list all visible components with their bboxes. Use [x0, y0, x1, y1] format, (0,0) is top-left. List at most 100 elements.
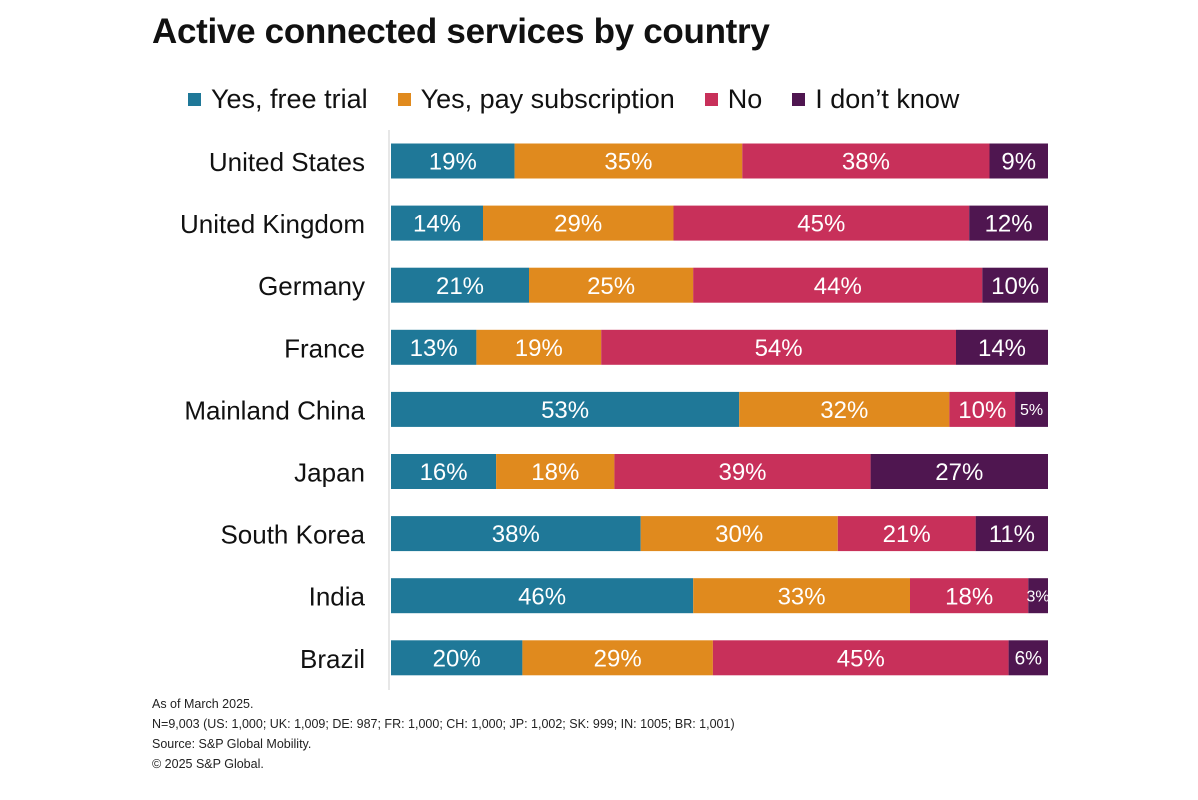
data-label-brazil-yes-pay-subscription: 29%: [594, 645, 642, 672]
bar-segment-japan-i-don-t-know: [870, 454, 1048, 489]
bar-segment-mainland-china-i-don-t-know: [1015, 391, 1048, 427]
category-label-united-states: United States: [209, 147, 365, 177]
data-label-france-yes-free-trial: 13%: [410, 335, 458, 362]
data-label-south-korea-i-don-t-know: 11%: [989, 521, 1035, 548]
bar-segment-france-yes-free-trial: [391, 329, 477, 365]
footnote-copyright: © 2025 S&P Global.: [152, 757, 264, 771]
data-label-united-kingdom-yes-free-trial: 14%: [413, 211, 461, 238]
legend-item-pay-subscription: Yes, pay subscription: [397, 83, 675, 115]
legend-swatch-free-trial: [188, 92, 201, 106]
bar-segment-mainland-china-yes-pay-subscription: [739, 391, 950, 427]
bar-segment-brazil-i-don-t-know: [1008, 640, 1048, 676]
data-label-france-yes-pay-subscription: 19%: [515, 335, 563, 362]
legend-item-no: No: [704, 83, 763, 115]
data-label-france-i-don-t-know: 14%: [978, 335, 1026, 362]
data-label-united-states-yes-free-trial: 19%: [429, 149, 477, 176]
bar-segment-south-korea-yes-free-trial: [391, 516, 641, 552]
data-label-mainland-china-yes-pay-subscription: 32%: [820, 397, 868, 424]
bar-segment-germany-yes-pay-subscription: [529, 267, 694, 303]
data-label-united-kingdom-yes-pay-subscription: 29%: [554, 211, 602, 238]
category-label-france: France: [284, 333, 365, 363]
data-label-united-kingdom-i-don-t-know: 12%: [985, 211, 1033, 238]
chart-title: Active connected services by country: [152, 12, 770, 51]
bar-segment-germany-yes-free-trial: [391, 267, 529, 303]
bar-segment-france-i-don-t-know: [956, 329, 1048, 365]
data-label-france-no: 54%: [755, 335, 803, 362]
bar-segment-united-states-i-don-t-know: [989, 143, 1048, 179]
bar-segment-germany-no: [693, 267, 983, 303]
data-label-united-states-yes-pay-subscription: 35%: [604, 149, 652, 176]
data-label-south-korea-no: 21%: [883, 521, 931, 548]
data-label-germany-i-don-t-know: 10%: [991, 273, 1039, 300]
data-label-japan-yes-free-trial: 16%: [420, 459, 468, 486]
bar-segment-japan-yes-free-trial: [391, 454, 497, 489]
footnote-date: As of March 2025.: [152, 697, 254, 711]
footnotes: As of March 2025. N=9,003 (US: 1,000; UK…: [152, 694, 735, 774]
bar-segment-united-states-yes-free-trial: [391, 143, 515, 179]
legend-label-no: No: [727, 83, 763, 114]
bar-segment-germany-i-don-t-know: [982, 267, 1048, 303]
bar-segment-india-i-don-t-know: [1028, 578, 1048, 614]
data-label-india-yes-pay-subscription: 33%: [778, 583, 826, 610]
data-label-south-korea-yes-free-trial: 38%: [492, 521, 540, 548]
legend-swatch-dont-know: [792, 92, 806, 106]
data-label-brazil-yes-free-trial: 20%: [433, 645, 481, 672]
bar-segment-brazil-yes-free-trial: [391, 640, 523, 676]
category-label-brazil: Brazil: [300, 644, 365, 674]
legend-label-dont-know: I don’t know: [815, 83, 960, 114]
bar-segment-united-kingdom-i-don-t-know: [969, 205, 1048, 241]
footnote-sample: N=9,003 (US: 1,000; UK: 1,009; DE: 987; …: [152, 717, 735, 731]
data-label-mainland-china-no: 10%: [958, 397, 1006, 424]
legend-swatch-pay-subscription: [397, 92, 411, 106]
data-label-india-i-don-t-know: 3%: [1027, 589, 1050, 606]
category-label-japan: Japan: [294, 458, 365, 488]
legend-swatch-no: [704, 92, 718, 106]
bar-segment-south-korea-i-don-t-know: [975, 516, 1048, 552]
data-label-japan-no: 39%: [718, 459, 766, 486]
data-label-japan-yes-pay-subscription: 18%: [531, 459, 579, 486]
data-label-japan-i-don-t-know: 27%: [935, 459, 983, 486]
data-label-germany-no: 44%: [814, 273, 862, 300]
data-label-mainland-china-i-don-t-know: 5%: [1020, 402, 1043, 419]
bar-segment-france-no: [601, 329, 956, 365]
bar-segment-south-korea-no: [837, 516, 976, 552]
legend-item-dont-know: I don’t know: [792, 84, 959, 115]
bar-segment-mainland-china-yes-free-trial: [391, 391, 740, 427]
data-label-united-states-no: 38%: [842, 149, 890, 176]
data-label-south-korea-yes-pay-subscription: 30%: [715, 521, 763, 548]
data-label-india-no: 18%: [945, 583, 993, 610]
legend-item-free-trial: Yes, free trial: [188, 84, 368, 115]
category-label-south-korea: South Korea: [220, 520, 365, 550]
footnote-source: Source: S&P Global Mobility.: [152, 737, 312, 751]
data-label-brazil-no: 45%: [837, 645, 885, 672]
category-label-india: India: [309, 582, 366, 612]
data-label-brazil-i-don-t-know: 6%: [1015, 649, 1043, 670]
bar-segment-japan-yes-pay-subscription: [496, 454, 615, 489]
category-label-germany: Germany: [258, 271, 365, 301]
legend: Yes, free trial Yes, pay subscription No…: [188, 84, 989, 114]
bar-segment-india-yes-pay-subscription: [693, 578, 910, 614]
bar-segment-united-kingdom-no: [673, 205, 970, 241]
bar-segment-south-korea-yes-pay-subscription: [640, 516, 838, 552]
bar-segment-india-no: [910, 578, 1029, 614]
legend-label-pay-subscription: Yes, pay subscription: [420, 83, 675, 114]
bar-segment-japan-no: [614, 454, 871, 489]
data-label-india-yes-free-trial: 46%: [518, 583, 566, 610]
bar-segment-united-states-yes-pay-subscription: [514, 143, 743, 179]
data-label-germany-yes-pay-subscription: 25%: [587, 273, 635, 300]
data-label-united-states-i-don-t-know: 9%: [1001, 149, 1036, 176]
bar-segment-mainland-china-no: [949, 391, 1016, 427]
data-label-united-kingdom-no: 45%: [797, 211, 845, 238]
category-label-united-kingdom: United Kingdom: [180, 209, 365, 239]
bar-segment-brazil-no: [712, 640, 1009, 676]
data-label-mainland-china-yes-free-trial: 53%: [541, 397, 589, 424]
legend-label-free-trial: Yes, free trial: [211, 83, 368, 114]
category-label-mainland-china: Mainland China: [184, 395, 365, 425]
bar-segment-india-yes-free-trial: [391, 578, 694, 614]
bar-segment-brazil-yes-pay-subscription: [522, 640, 713, 676]
bar-segment-united-kingdom-yes-pay-subscription: [483, 205, 674, 241]
data-label-germany-yes-free-trial: 21%: [436, 273, 484, 300]
bar-segment-united-kingdom-yes-free-trial: [391, 205, 483, 241]
bar-segment-united-states-no: [742, 143, 990, 179]
